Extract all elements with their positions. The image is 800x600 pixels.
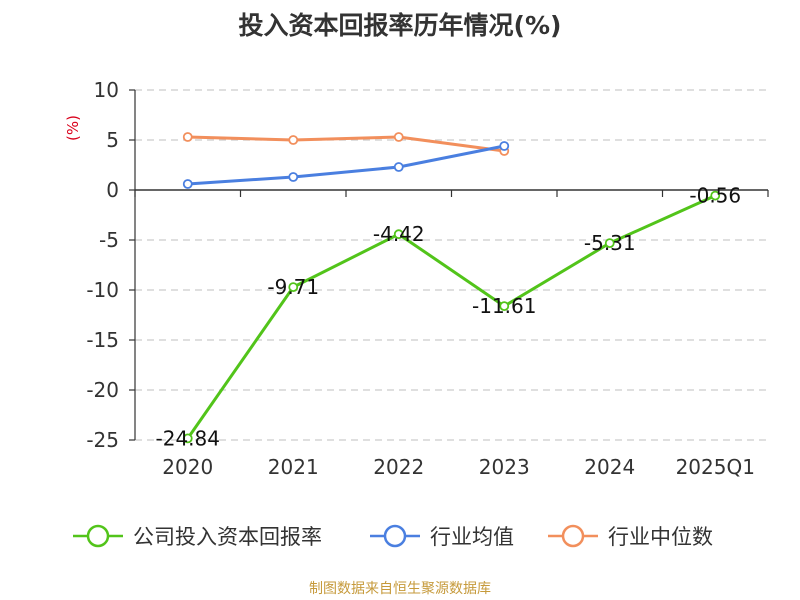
y-tick-label: -5 (99, 228, 119, 252)
data-point (182, 179, 193, 189)
data-point (393, 162, 404, 172)
x-tick-label: 2022 (373, 455, 424, 479)
legend-marker-circle (383, 524, 407, 548)
series-lines (182, 132, 721, 444)
legend-label: 行业中位数 (608, 525, 713, 549)
data-label: -0.56 (689, 184, 741, 208)
x-tick-label: 2024 (584, 455, 635, 479)
y-tick-label: -25 (86, 428, 119, 452)
chart-title: 投入资本回报率历年情况(%) (238, 11, 562, 40)
legend-label: 行业均值 (430, 525, 514, 549)
data-point (288, 172, 299, 182)
data-point (499, 141, 510, 151)
x-tick-label: 2023 (479, 455, 530, 479)
data-label: -9.71 (267, 275, 319, 299)
x-tick-label: 2025Q1 (676, 455, 755, 479)
axes: 10 5 0 -5 -10 -15 -20 -25 2020 2021 2022 2023 2024 20… (86, 78, 769, 479)
data-label: -11.61 (472, 294, 536, 318)
legend-marker-circle (86, 524, 110, 548)
data-label: -4.42 (373, 222, 425, 246)
data-point (288, 282, 299, 293)
legend-marker-circle (561, 524, 585, 548)
series-line (187, 144, 505, 186)
y-axis-unit-label: (%) (64, 115, 82, 141)
x-tick-label: 2021 (268, 455, 319, 479)
y-tick-label: -10 (86, 278, 119, 302)
y-tick-label: -20 (86, 378, 119, 402)
series-line (186, 194, 716, 440)
y-tick-label: -15 (86, 328, 119, 352)
x-tick-label: 2020 (162, 455, 213, 479)
data-label: -24.84 (156, 426, 220, 450)
data-point (182, 132, 193, 142)
series-line (187, 135, 505, 153)
data-point (604, 238, 615, 249)
y-tick-label: 5 (106, 128, 119, 152)
source-note: 制图数据来自恒生聚源数据库 (309, 581, 491, 597)
data-point (499, 301, 510, 312)
y-tick-label: 0 (106, 178, 119, 202)
y-tick-label: 10 (94, 78, 119, 102)
legend-label: 公司投入资本回报率 (133, 525, 322, 549)
data-point (393, 132, 404, 142)
data-point (288, 135, 299, 145)
legend[interactable]: 公司投入资本回报率 行业均值 行业中位数 (73, 524, 713, 549)
data-point (710, 190, 721, 201)
data-labels: -24.84 -9.71 -4.42 -11.61 -5.31 -0.56 (156, 184, 742, 451)
grid-lines (135, 89, 768, 441)
data-label: -5.31 (584, 231, 636, 255)
data-point (182, 433, 193, 444)
data-point (393, 229, 404, 240)
